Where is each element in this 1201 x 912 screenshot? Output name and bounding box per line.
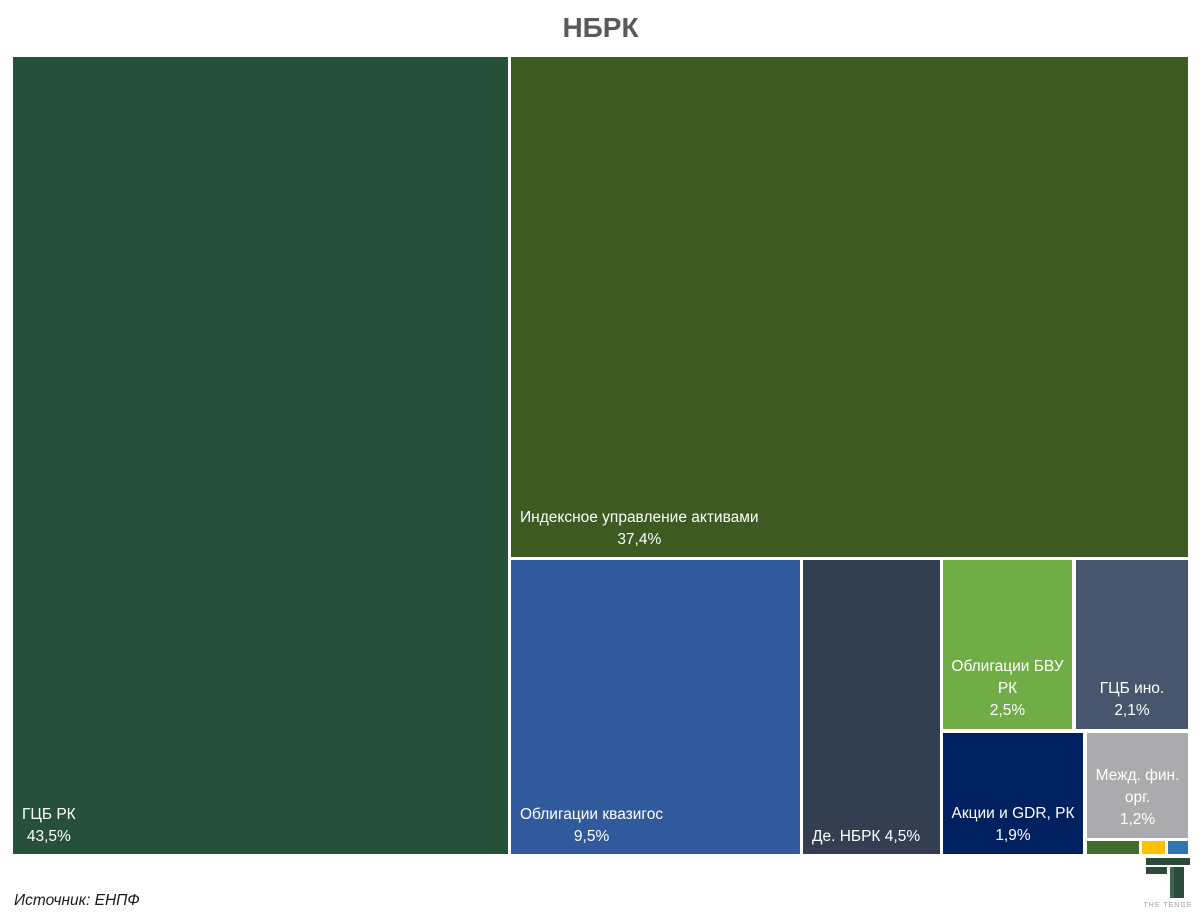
tile-label: Облигации квазигос [520, 806, 664, 823]
treemap-tile-intl-fin-org: Межд. фин. орг. 1,2% [1087, 733, 1188, 838]
tile-label: ГЦБ РК [22, 806, 76, 823]
tile-value: 43,5% [26, 828, 71, 845]
treemap-tile-bvu-bonds: Облигации БВУ РК 2,5% [943, 560, 1072, 729]
treemap-tile-small-3 [1168, 841, 1188, 854]
tile-value: 2,1% [1114, 702, 1150, 719]
tenge-logo-icon [1146, 858, 1190, 898]
tile-value: 1,2% [1119, 811, 1156, 828]
tile-value: 2,5% [989, 702, 1026, 719]
treemap-tile-index-management: Индексное управление активами 37,4% [511, 57, 1188, 557]
treemap-tile-de-nbrk: Де. НБРК 4,5% [803, 560, 940, 854]
tile-value: 4,5% [884, 828, 921, 845]
tile-label: Де. НБРК [812, 828, 881, 845]
tile-label: Акции и GDR, РК [951, 805, 1075, 822]
tile-label: ГЦБ ино. [1099, 680, 1165, 697]
treemap-tile-small-1 [1087, 841, 1139, 854]
tile-value: 37,4% [617, 531, 662, 548]
chart-title: НБРК [562, 12, 639, 43]
treemap: ГЦБ РК 43,5% Индексное управление актива… [13, 57, 1188, 854]
tile-value: 9,5% [573, 828, 610, 845]
treemap-tile-gcb-rk: ГЦБ РК 43,5% [13, 57, 508, 854]
tile-label: Облигации БВУ РК [951, 658, 1064, 697]
treemap-tile-quasi-gov-bonds: Облигации квазигос 9,5% [511, 560, 800, 854]
treemap-tile-gcb-foreign: ГЦБ ино. 2,1% [1076, 560, 1188, 729]
tile-label: Межд. фин. орг. [1095, 767, 1180, 806]
tile-value: 1,9% [995, 827, 1031, 844]
the-tenge-logo: THE TENGE [1143, 856, 1193, 909]
treemap-tile-stocks-gdr-rk: Акции и GDR, РК 1,9% [943, 733, 1083, 854]
treemap-tile-small-2 [1142, 841, 1165, 854]
source-note: Источник: ЕНПФ [14, 892, 140, 909]
tile-label: Индексное управление активами [520, 509, 759, 526]
logo-text: THE TENGE [1143, 902, 1193, 909]
